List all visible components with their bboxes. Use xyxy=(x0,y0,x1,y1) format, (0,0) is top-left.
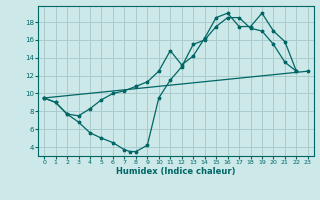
X-axis label: Humidex (Indice chaleur): Humidex (Indice chaleur) xyxy=(116,167,236,176)
